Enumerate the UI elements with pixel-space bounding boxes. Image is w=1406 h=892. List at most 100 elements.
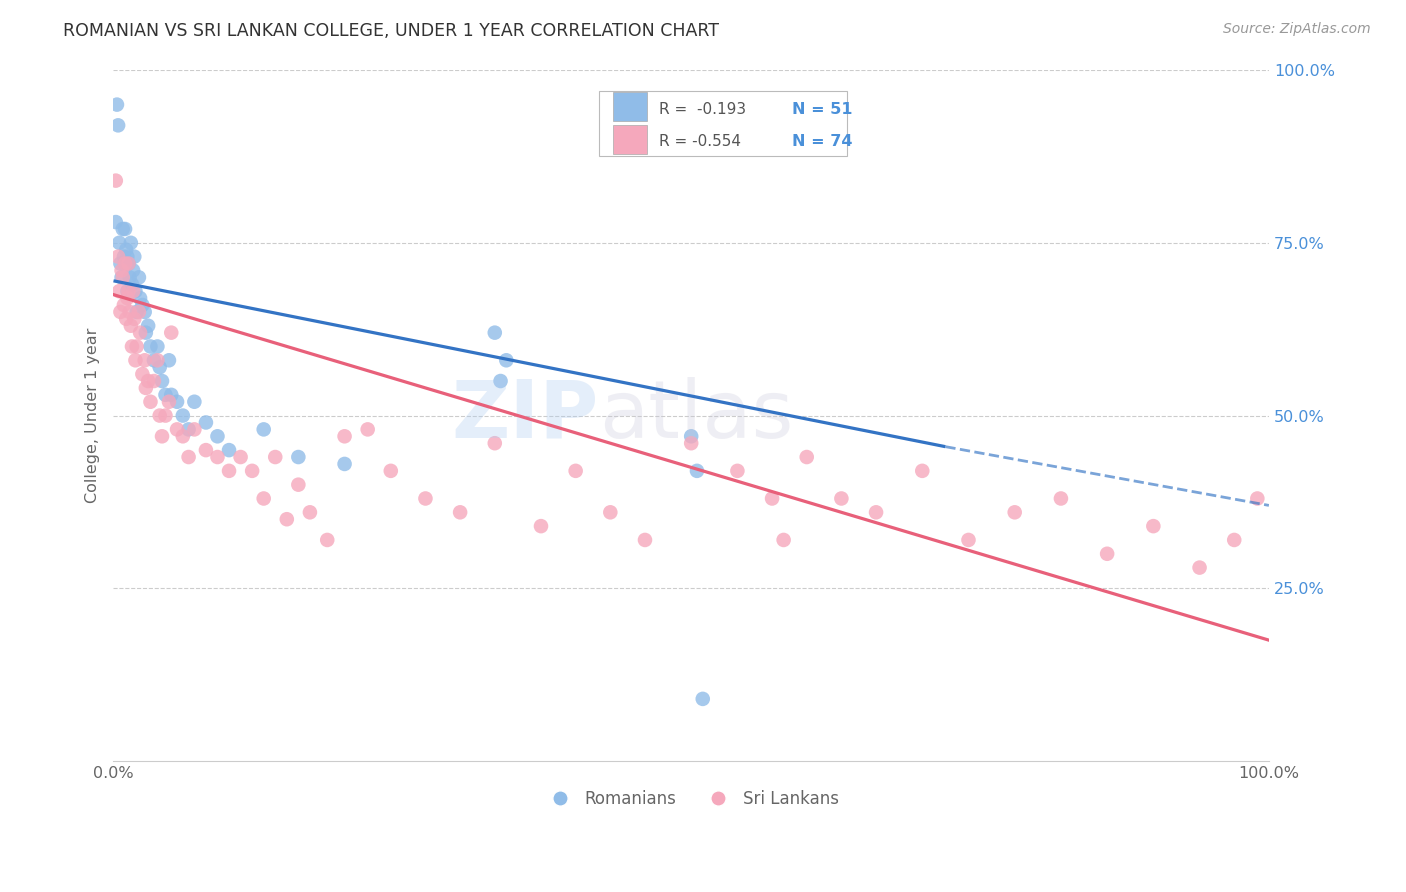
Point — [160, 388, 183, 402]
Text: atlas: atlas — [599, 376, 793, 455]
Point — [149, 360, 172, 375]
Point — [177, 450, 200, 464]
Point — [1142, 519, 1164, 533]
Point — [218, 464, 240, 478]
Point — [108, 235, 131, 250]
Point — [911, 464, 934, 478]
Point — [124, 250, 146, 264]
Point — [207, 450, 229, 464]
Point — [112, 298, 135, 312]
Point — [105, 97, 128, 112]
Point — [166, 394, 188, 409]
Point — [118, 270, 141, 285]
Point — [1004, 505, 1026, 519]
Point — [131, 298, 153, 312]
Point — [114, 222, 136, 236]
Point — [124, 353, 146, 368]
Point — [253, 491, 276, 506]
Point — [166, 422, 188, 436]
Point — [160, 326, 183, 340]
Point — [111, 270, 134, 285]
Point — [1188, 560, 1211, 574]
Point — [194, 416, 217, 430]
Point — [110, 305, 132, 319]
Point — [155, 388, 177, 402]
Point — [136, 318, 159, 333]
Point — [131, 367, 153, 381]
Point — [110, 263, 132, 277]
Point — [112, 250, 135, 264]
Point — [117, 291, 139, 305]
Point — [865, 505, 887, 519]
Point — [830, 491, 852, 506]
Point — [121, 339, 143, 353]
Point — [1095, 547, 1118, 561]
Point — [157, 353, 180, 368]
Point — [136, 374, 159, 388]
Point — [333, 457, 356, 471]
Point — [599, 505, 621, 519]
FancyBboxPatch shape — [599, 91, 848, 156]
Point — [172, 429, 194, 443]
Point — [564, 464, 586, 478]
Point — [183, 394, 205, 409]
Point — [172, 409, 194, 423]
Point — [117, 256, 139, 270]
Point — [125, 305, 148, 319]
Bar — [613, 125, 647, 153]
Point — [115, 243, 138, 257]
Point — [104, 173, 127, 187]
Point — [484, 326, 506, 340]
Point — [155, 409, 177, 423]
Point — [120, 318, 142, 333]
Point — [298, 505, 321, 519]
Point — [139, 394, 162, 409]
Point — [129, 326, 152, 340]
Point — [134, 305, 156, 319]
Point — [681, 436, 703, 450]
Point — [218, 443, 240, 458]
Text: ZIP: ZIP — [451, 376, 599, 455]
Point — [229, 450, 252, 464]
Point — [117, 256, 139, 270]
Point — [128, 305, 150, 319]
Point — [761, 491, 783, 506]
Point — [117, 284, 139, 298]
Point — [114, 256, 136, 270]
Text: ROMANIAN VS SRI LANKAN COLLEGE, UNDER 1 YEAR CORRELATION CHART: ROMANIAN VS SRI LANKAN COLLEGE, UNDER 1 … — [63, 22, 720, 40]
Point — [634, 533, 657, 547]
Point — [117, 250, 139, 264]
Point — [194, 443, 217, 458]
Point — [686, 464, 709, 478]
Point — [380, 464, 402, 478]
Point — [177, 422, 200, 436]
Point — [150, 374, 173, 388]
Text: N = 51: N = 51 — [792, 102, 852, 117]
Point — [157, 394, 180, 409]
Point — [142, 353, 165, 368]
Point — [1223, 533, 1246, 547]
Bar — [613, 92, 647, 120]
Legend: Romanians, Sri Lankans: Romanians, Sri Lankans — [537, 783, 846, 815]
Point — [357, 422, 380, 436]
Point — [142, 374, 165, 388]
Text: R = -0.554: R = -0.554 — [659, 135, 741, 150]
Point — [692, 692, 714, 706]
Point — [489, 374, 512, 388]
Point — [118, 305, 141, 319]
Point — [124, 284, 146, 298]
Point — [121, 277, 143, 292]
Point — [264, 450, 287, 464]
Point — [146, 339, 169, 353]
Point — [957, 533, 980, 547]
Point — [449, 505, 471, 519]
Point — [135, 381, 157, 395]
Point — [107, 250, 129, 264]
Point — [134, 353, 156, 368]
Point — [240, 464, 263, 478]
Point — [1246, 491, 1268, 506]
Point — [135, 326, 157, 340]
Point — [772, 533, 794, 547]
Point — [530, 519, 553, 533]
Point — [110, 256, 132, 270]
